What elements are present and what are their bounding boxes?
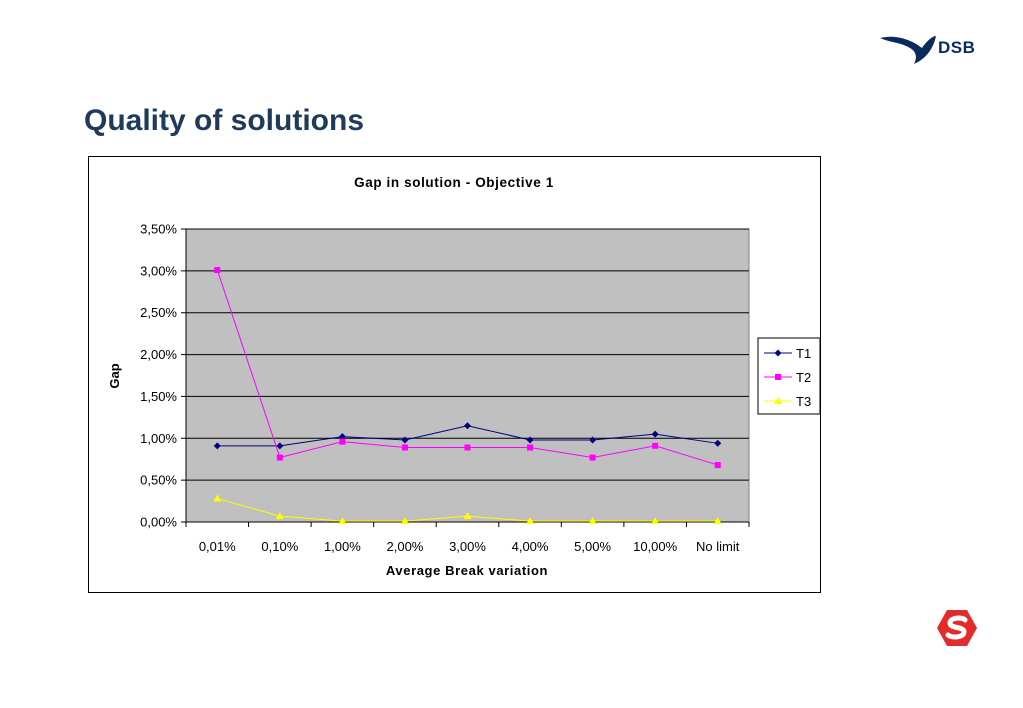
- legend-item-t1: T1: [764, 346, 811, 361]
- tick-labels: 0,00% 0,50% 1,00% 1,50% 2,00% 2,50% 3,00% 3,50%…: [140, 222, 740, 555]
- data-point: [464, 422, 471, 430]
- data-point: [713, 517, 722, 525]
- y-axis-label: Gap: [107, 363, 122, 388]
- data-point: [714, 439, 722, 447]
- data-point: [276, 454, 283, 461]
- plot-area: [185, 228, 750, 523]
- data-point: [589, 454, 596, 461]
- data-point: [400, 517, 409, 525]
- s-train-logo-icon: [937, 610, 977, 646]
- data-point: [276, 442, 284, 450]
- data-point: [275, 512, 284, 520]
- series-t1: [213, 422, 722, 450]
- data-point: [714, 462, 721, 469]
- x-tick-label: 4,00%: [512, 539, 549, 554]
- gap-chart: 0,00% 0,50% 1,00% 1,50% 2,00% 2,50% 3,00% 3,50%…: [107, 175, 820, 578]
- y-tick-label: 1,00%: [140, 431, 177, 446]
- y-tick-label: 2,50%: [140, 305, 177, 320]
- legend-item-t2: T2: [764, 370, 811, 385]
- chart-title: Gap in solution - Objective 1: [354, 175, 554, 190]
- data-point: [526, 517, 535, 525]
- x-tick-label: 10,00%: [633, 539, 678, 554]
- series-lines: [213, 267, 722, 525]
- data-point: [463, 512, 472, 520]
- brand-name: DSB: [938, 38, 976, 57]
- data-point: [588, 517, 597, 525]
- legend-marker: [775, 374, 781, 380]
- data-point: [214, 267, 221, 274]
- series-t3: [213, 494, 722, 525]
- data-point: [651, 517, 660, 525]
- data-point: [401, 444, 408, 451]
- x-tick-label: 2,00%: [387, 539, 424, 554]
- data-point: [464, 444, 471, 451]
- y-tick-label: 0,00%: [140, 515, 177, 530]
- x-tick-label: 0,01%: [199, 539, 236, 554]
- legend-marker: [774, 397, 782, 404]
- data-point: [339, 438, 346, 445]
- data-point: [527, 444, 534, 451]
- x-tick-label: 3,00%: [449, 539, 486, 554]
- grid-lines: [186, 228, 749, 481]
- legend-label: T1: [796, 346, 811, 361]
- y-tick-label: 2,00%: [140, 347, 177, 362]
- dsb-bird-icon: [880, 36, 936, 64]
- y-tick-label: 3,50%: [140, 222, 177, 237]
- legend-item-t3: T3: [764, 394, 811, 409]
- data-point: [526, 436, 534, 444]
- x-axis-label: Average Break variation: [386, 563, 548, 578]
- legend-label: T3: [796, 394, 811, 409]
- legend: T1 T2 T3: [757, 337, 820, 415]
- data-point: [213, 494, 222, 502]
- legend-marker: [774, 349, 782, 357]
- series-t2: [214, 267, 721, 469]
- x-tick-label: 0,10%: [261, 539, 298, 554]
- x-tick-label: 5,00%: [574, 539, 611, 554]
- chart-frame: 0,00% 0,50% 1,00% 1,50% 2,00% 2,50% 3,00% 3,50%…: [88, 156, 821, 593]
- data-point: [589, 436, 597, 444]
- y-tick-label: 1,50%: [140, 389, 177, 404]
- y-tick-label: 0,50%: [140, 473, 177, 488]
- page-title: Quality of solutions: [84, 104, 365, 137]
- x-tick-label: No limit: [696, 539, 740, 554]
- data-point: [651, 430, 659, 438]
- data-point: [401, 436, 409, 444]
- y-tick-label: 3,00%: [140, 263, 177, 278]
- x-tick-label: 1,00%: [324, 539, 361, 554]
- data-point: [213, 442, 221, 450]
- legend-label: T2: [796, 370, 811, 385]
- data-point: [338, 517, 347, 525]
- data-point: [652, 442, 659, 449]
- data-point: [338, 433, 346, 441]
